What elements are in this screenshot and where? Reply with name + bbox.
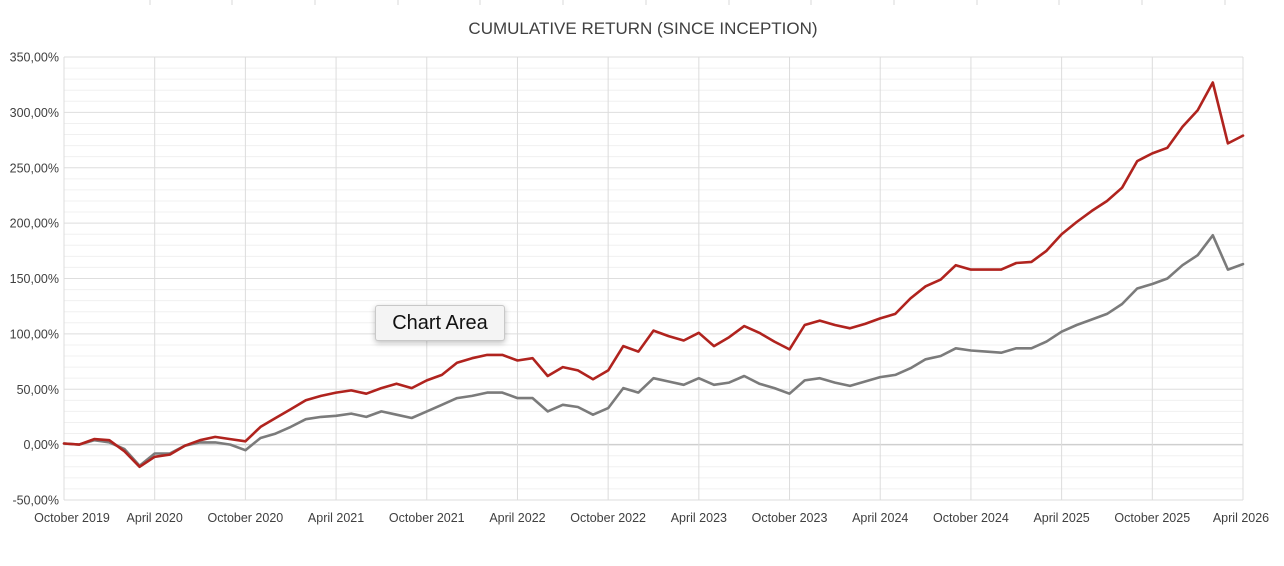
x-tick-label: April 2024 (852, 511, 908, 525)
y-tick-label: 350,00% (10, 51, 59, 65)
y-axis: -50,00% 0,00% 50,00% 100,00% 150,00% 200,00% 2… (10, 51, 59, 508)
x-tick-label: October 2019 (34, 511, 110, 525)
chart-title: CUMULATIVE RETURN (SINCE INCEPTION) (468, 19, 817, 38)
x-tick-label: October 2023 (752, 511, 828, 525)
x-tick-label: April 2023 (671, 511, 727, 525)
x-tick-label: October 2024 (933, 511, 1009, 525)
series-group (62, 81, 1245, 469)
x-tick-label: April 2021 (308, 511, 364, 525)
series-line (62, 234, 1245, 468)
x-axis: October 2019 April 2020 October 2020 April … (34, 511, 1269, 525)
y-tick-label: 300,00% (10, 106, 59, 120)
x-tick-label: April 2022 (489, 511, 545, 525)
series-line (62, 81, 1245, 469)
x-tick-label: October 2021 (389, 511, 465, 525)
x-tick-label: April 2020 (127, 511, 183, 525)
y-tick-label: 100,00% (10, 327, 59, 341)
y-tick-label: 200,00% (10, 217, 59, 231)
x-tick-label: October 2022 (570, 511, 646, 525)
x-tick-label: October 2020 (208, 511, 284, 525)
sheet-grid-edge (149, 0, 1226, 5)
y-tick-label: -50,00% (12, 494, 59, 508)
x-tick-label: April 2025 (1033, 511, 1089, 525)
x-tick-label: April 2026 (1213, 511, 1269, 525)
gridlines (63, 56, 1244, 501)
y-tick-label: 50,00% (17, 383, 59, 397)
y-tick-label: 150,00% (10, 272, 59, 286)
y-tick-label: 0,00% (24, 438, 59, 452)
y-tick-label: 250,00% (10, 161, 59, 175)
x-tick-label: October 2025 (1114, 511, 1190, 525)
chart-area-tooltip: Chart Area (375, 305, 505, 341)
